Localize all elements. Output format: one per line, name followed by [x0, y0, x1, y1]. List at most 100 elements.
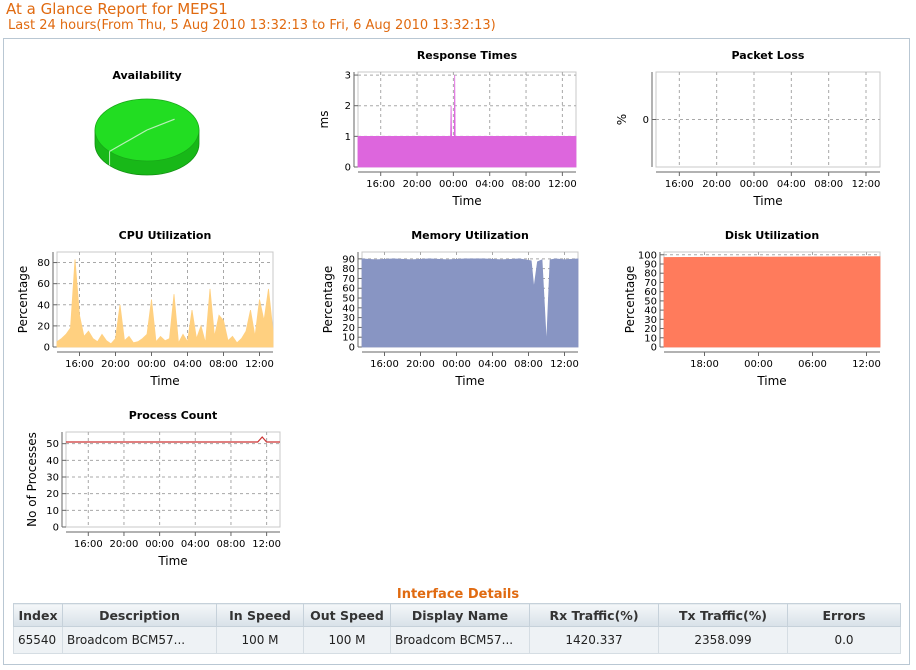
packet-loss-chart: Packet Loss 0 16:00 20:00 00:00 04:00 08:00 12:… — [610, 46, 895, 211]
x-tick-label: 20:00 — [101, 359, 130, 370]
y-tick-label: 0 — [349, 343, 355, 354]
x-tick-label: 20:00 — [110, 539, 139, 550]
y-tick-label: 3 — [345, 71, 351, 82]
x-tick-label: 00:00 — [439, 179, 468, 190]
x-tick-label: 00:00 — [442, 359, 471, 370]
header-errors[interactable]: Errors — [787, 603, 901, 627]
x-tick-label: 00:00 — [145, 539, 174, 550]
y-tick-label: 100 — [638, 250, 657, 261]
x-axis-label: Time — [752, 194, 782, 208]
x-tick-label: 04:00 — [777, 179, 806, 190]
chart-title: CPU Utilization — [119, 229, 212, 242]
x-axis-label: Time — [454, 374, 484, 388]
y-tick-label: 70 — [342, 274, 355, 285]
x-tick-label: 00:00 — [137, 359, 166, 370]
y-tick-label: 2 — [345, 101, 351, 112]
y-tick-label: 80 — [342, 264, 355, 275]
cell-errors: 0.0 — [787, 626, 901, 654]
y-tick-label: 90 — [644, 259, 657, 270]
x-tick-label: 04:00 — [173, 359, 202, 370]
table-row[interactable]: 65540 Broadcom BCM57... 100 M 100 M Broa… — [13, 626, 901, 654]
header-in-speed[interactable]: In Speed — [216, 603, 304, 627]
y-axis-label: No of Processes — [25, 432, 39, 527]
series-area — [663, 256, 881, 348]
y-tick-label: 10 — [342, 333, 355, 344]
x-tick-label: 16:00 — [370, 359, 399, 370]
x-tick-label: 08:00 — [217, 539, 246, 550]
y-axis-label: ms — [317, 111, 331, 129]
x-tick-label: 04:00 — [475, 179, 504, 190]
cell-rx-traffic: 1420.337 — [529, 626, 659, 654]
process-count-chart: Process Count 0 10 20 30 40 50 16:00 20:00 00:00 0… — [20, 406, 295, 571]
cell-out-speed: 100 M — [303, 626, 391, 654]
y-tick-label: 0 — [53, 523, 59, 534]
x-tick-label: 08:00 — [512, 179, 541, 190]
plot-area — [65, 431, 281, 528]
response-times-chart: Response Times 0 1 2 3 16:00 20:00 00:00 04:00 08… — [310, 46, 590, 211]
x-tick-label: 06:00 — [798, 359, 827, 370]
y-tick-label: 90 — [342, 254, 355, 265]
series-area — [361, 258, 579, 348]
y-tick-label: 80 — [37, 258, 50, 269]
y-axis-label: Percentage — [16, 266, 30, 334]
pie-slice-edge — [109, 129, 148, 152]
x-tick-label: 20:00 — [702, 179, 731, 190]
header-out-speed[interactable]: Out Speed — [303, 603, 391, 627]
x-tick-label: 16:00 — [74, 539, 103, 550]
x-axis-label: Time — [451, 194, 481, 208]
chart-title: Disk Utilization — [725, 229, 819, 242]
y-axis-label: % — [615, 114, 629, 125]
header-description[interactable]: Description — [62, 603, 217, 627]
x-tick-label: 20:00 — [406, 359, 435, 370]
series-area — [357, 75, 577, 168]
cell-in-speed: 100 M — [216, 626, 304, 654]
y-tick-label: 0 — [643, 115, 649, 126]
x-tick-label: 12:00 — [252, 539, 281, 550]
y-tick-label: 30 — [46, 473, 59, 484]
y-tick-label: 20 — [46, 489, 59, 500]
header-rx-traffic[interactable]: Rx Traffic(%) — [529, 603, 659, 627]
availability-chart: Availability — [80, 62, 220, 177]
plot-area — [655, 71, 881, 168]
cell-tx-traffic: 2358.099 — [658, 626, 788, 654]
x-tick-label: 08:00 — [514, 359, 543, 370]
y-axis-label: Percentage — [623, 266, 637, 334]
y-tick-label: 0 — [345, 163, 351, 174]
x-tick-label: 18:00 — [690, 359, 719, 370]
header-tx-traffic[interactable]: Tx Traffic(%) — [658, 603, 788, 627]
x-tick-label: 12:00 — [852, 179, 881, 190]
x-tick-label: 16:00 — [65, 359, 94, 370]
y-tick-label: 20 — [37, 321, 50, 332]
x-tick-label: 20:00 — [403, 179, 432, 190]
x-tick-label: 04:00 — [478, 359, 507, 370]
x-tick-label: 12:00 — [852, 359, 881, 370]
report-frame — [3, 38, 910, 665]
x-axis-label: Time — [157, 554, 187, 568]
y-tick-label: 80 — [644, 269, 657, 280]
y-tick-label: 10 — [46, 506, 59, 517]
table-header-row: Index Description In Speed Out Speed Dis… — [13, 603, 901, 627]
y-tick-label: 30 — [644, 315, 657, 326]
x-tick-label: 12:00 — [550, 359, 579, 370]
x-tick-label: 00:00 — [744, 359, 773, 370]
chart-title: Packet Loss — [732, 49, 805, 62]
cell-description: Broadcom BCM57... — [62, 626, 217, 654]
cpu-utilization-chart: CPU Utilization 0 20 40 60 80 16:00 20:00 00:00 0… — [15, 226, 290, 391]
y-tick-label: 40 — [37, 300, 50, 311]
header-display-name[interactable]: Display Name — [390, 603, 530, 627]
x-tick-label: 16:00 — [665, 179, 694, 190]
pie-slice-edge — [146, 118, 175, 131]
y-tick-label: 40 — [644, 306, 657, 317]
cell-display-name: Broadcom BCM57... — [390, 626, 530, 654]
y-axis-label: Percentage — [321, 266, 335, 334]
y-tick-label: 40 — [342, 303, 355, 314]
header-index[interactable]: Index — [13, 603, 63, 627]
interface-details-title: Interface Details — [396, 587, 520, 602]
report-subtitle: Last 24 hours(From Thu, 5 Aug 2010 13:32… — [8, 18, 496, 33]
y-tick-label: 40 — [46, 456, 59, 467]
disk-utilization-chart: Disk Utilization 0 10 20 30 40 50 60 70 80 90 100 18… — [620, 226, 895, 391]
x-axis-label: Time — [149, 374, 179, 388]
plot-area — [56, 251, 274, 348]
y-tick-label: 1 — [345, 132, 351, 143]
cell-index: 65540 — [13, 626, 63, 654]
